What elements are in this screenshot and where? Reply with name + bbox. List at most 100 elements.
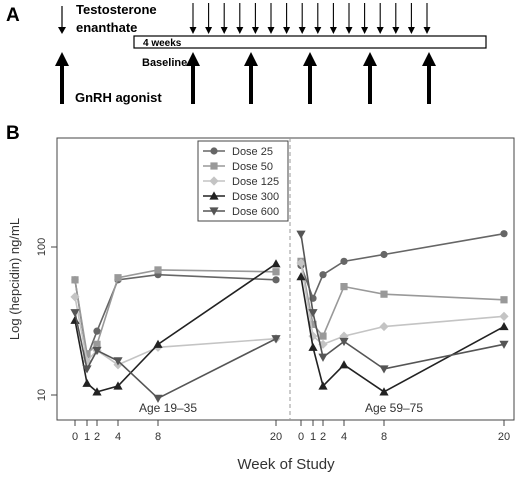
- series-line: [74, 312, 277, 400]
- y-axis: 10 100: [36, 238, 57, 401]
- injection-arrow-head: [267, 27, 275, 34]
- y-tick-label: 10: [36, 389, 48, 401]
- legend: Dose 25 Dose 50 Dose 125 Dose 300 Dose 600: [197, 140, 289, 222]
- legend-marker: [209, 176, 219, 186]
- data-point: [82, 365, 92, 374]
- legend-label: Dose 50: [232, 161, 273, 173]
- gnrh-arrow-head: [422, 52, 436, 66]
- data-point: [93, 340, 101, 348]
- series-line: [300, 232, 505, 301]
- data-point: [499, 340, 509, 349]
- injection-arrow-head: [314, 27, 322, 34]
- data-point: [319, 271, 327, 279]
- plot-frame: [56, 137, 515, 421]
- data-point: [500, 230, 508, 238]
- data-point: [92, 387, 102, 396]
- series-line: [74, 269, 277, 356]
- injection-arrow-head: [251, 27, 259, 34]
- series-line: [300, 261, 505, 338]
- series-line: [74, 296, 277, 366]
- timeline-bar: [133, 35, 487, 49]
- x-tick-label: 20: [270, 431, 282, 443]
- legend-marker: [209, 207, 219, 216]
- x-axis: 0 1 2 4 8 20 0 1 2 4 8 20: [72, 420, 510, 443]
- gnrh-label: GnRH agonist: [75, 90, 162, 105]
- injection-arrow-head: [220, 27, 228, 34]
- x-tick-label: 0: [72, 431, 78, 443]
- data-point: [272, 276, 280, 284]
- data-point: [296, 258, 306, 268]
- group-label: Age 59–75: [365, 401, 423, 415]
- data-point: [93, 327, 101, 335]
- injection-arrow-head: [407, 27, 415, 34]
- data-point: [271, 335, 281, 344]
- data-point: [319, 332, 327, 340]
- panel-a-letter: A: [6, 5, 20, 26]
- legend-marker: [210, 147, 218, 155]
- x-tick-label: 20: [498, 431, 510, 443]
- data-point: [499, 311, 509, 321]
- data-point: [500, 296, 508, 304]
- x-axis-label: Week of Study: [237, 456, 335, 473]
- group-label: Age 19–35: [139, 401, 197, 415]
- gnrh-arrow-head: [363, 52, 377, 66]
- data-point: [271, 259, 281, 268]
- data-point: [114, 274, 122, 282]
- data-point: [318, 353, 328, 362]
- x-tick-label: 1: [310, 431, 316, 443]
- duration-label: 4 weeks: [143, 38, 182, 49]
- x-tick-label: 8: [155, 431, 161, 443]
- data-point: [339, 337, 349, 347]
- data-point: [340, 283, 348, 291]
- data-point: [379, 321, 389, 332]
- panel-b-letter: B: [6, 123, 20, 144]
- data-point: [296, 272, 306, 281]
- injection-arrow-head: [376, 27, 384, 34]
- legend-label: Dose 600: [232, 206, 279, 218]
- injection-arrows: [189, 3, 431, 34]
- data-point: [82, 378, 92, 387]
- injection-arrow-head: [189, 27, 197, 34]
- gnrh-legend-arrow-head: [55, 52, 69, 66]
- x-tick-label: 0: [298, 431, 304, 443]
- series-layer: [70, 230, 509, 403]
- y-tick-label: 100: [36, 238, 48, 256]
- data-point: [308, 342, 318, 351]
- testosterone-label: Testosterone: [76, 2, 157, 17]
- injection-arrow-head: [392, 27, 400, 34]
- gnrh-arrow-head: [244, 52, 258, 66]
- legend-marker: [209, 191, 219, 200]
- data-point: [92, 346, 102, 356]
- data-point: [318, 381, 328, 390]
- x-tick-label: 2: [320, 431, 326, 443]
- data-point: [272, 268, 280, 276]
- x-tick-label: 4: [115, 431, 121, 443]
- panel-a-schematic: A Testosterone enanthate 4 weeks Baselin…: [6, 2, 487, 105]
- testosterone-legend-arrow-head: [58, 27, 66, 34]
- data-point: [340, 257, 348, 265]
- series-line: [74, 263, 277, 393]
- x-tick-label: 1: [84, 431, 90, 443]
- data-point: [71, 276, 79, 284]
- legend-label: Dose 300: [232, 191, 279, 203]
- injection-arrow-head: [423, 27, 431, 34]
- enanthate-label: enanthate: [76, 20, 137, 35]
- injection-arrow-head: [205, 27, 213, 34]
- injection-arrow-head: [329, 27, 337, 34]
- group-labels: Age 19–35 Age 59–75: [139, 401, 423, 415]
- injection-arrow-head: [345, 27, 353, 34]
- gnrh-arrows: [186, 52, 436, 104]
- gnrh-arrow-head: [186, 52, 200, 66]
- series-line: [300, 276, 505, 393]
- x-tick-label: 8: [381, 431, 387, 443]
- data-point: [296, 230, 306, 239]
- data-point: [113, 381, 123, 390]
- legend-label: Dose 125: [232, 176, 279, 188]
- data-point: [113, 357, 123, 366]
- data-point: [380, 290, 388, 298]
- data-point: [380, 250, 388, 259]
- injection-arrow-head: [361, 27, 369, 34]
- data-point: [153, 394, 163, 403]
- data-point: [379, 365, 389, 374]
